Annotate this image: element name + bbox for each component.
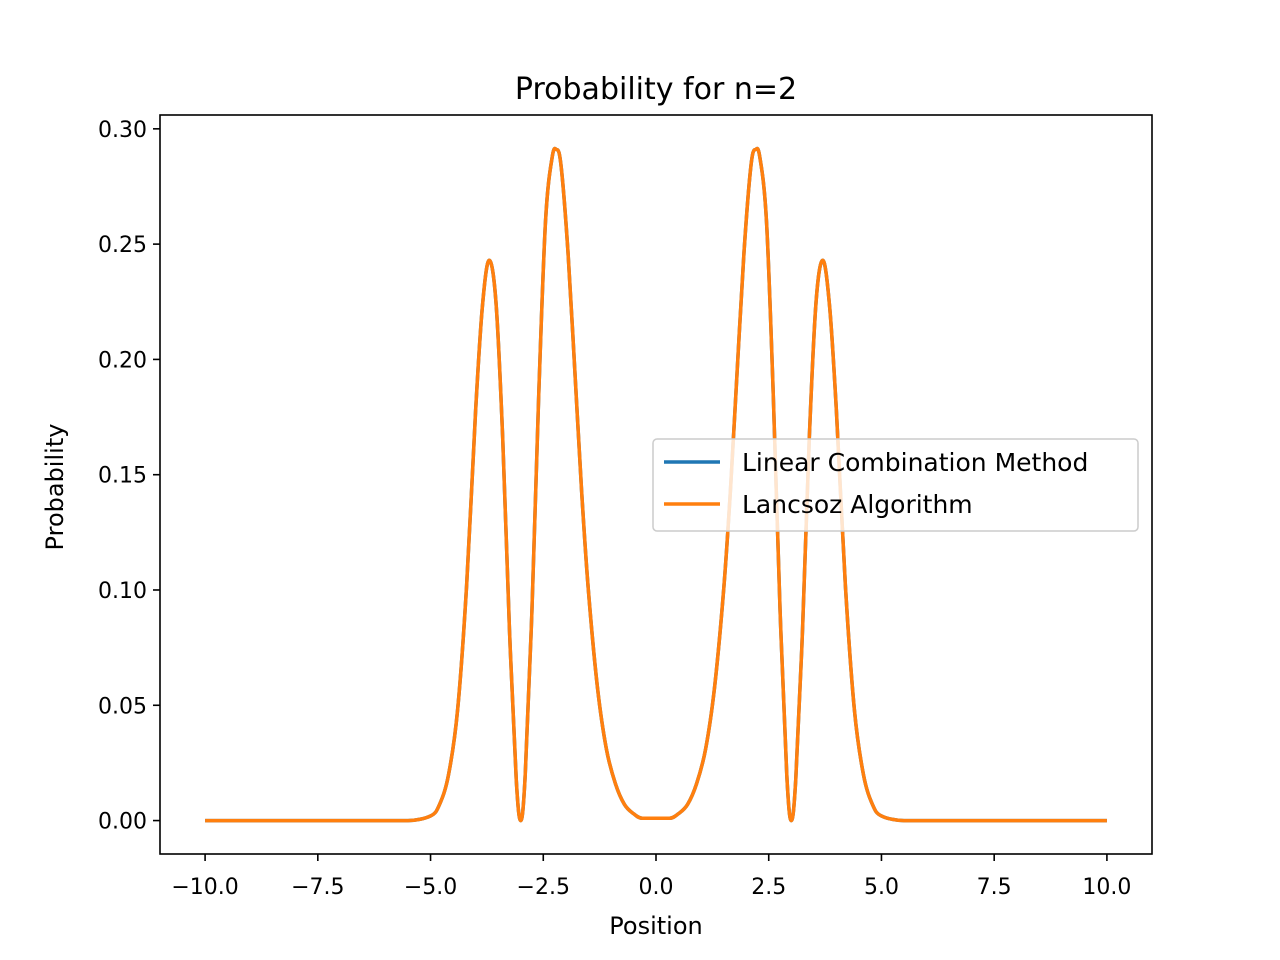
x-tick-label: −5.0 [404, 875, 457, 900]
legend-label-lancsoz: Lancsoz Algorithm [742, 490, 973, 519]
x-tick-label: 10.0 [1082, 875, 1131, 900]
series-layer [205, 146, 1107, 823]
y-tick-label: 0.25 [98, 233, 147, 258]
chart-title: Probability for n=2 [515, 72, 797, 107]
y-axis: 0.00 0.05 0.10 0.15 0.20 0.25 0.30 [98, 118, 160, 835]
y-tick-label: 0.00 [98, 810, 147, 835]
x-tick-label: −10.0 [171, 875, 238, 900]
y-tick-label: 0.30 [98, 118, 147, 143]
x-tick-label: 7.5 [977, 875, 1012, 900]
x-tick-label: −2.5 [517, 875, 570, 900]
legend-box [652, 438, 1139, 532]
x-tick-label: −7.5 [291, 875, 344, 900]
y-tick-label: 0.15 [98, 464, 147, 489]
y-axis-label: Probability [41, 424, 69, 551]
legend-label-linear-combination: Linear Combination Method [742, 448, 1088, 477]
y-tick-label: 0.05 [98, 694, 147, 719]
x-axis: −10.0 −7.5 −5.0 −2.5 0.0 2.5 5.0 7.5 10.0 [171, 854, 1131, 900]
x-tick-label: 2.5 [751, 875, 786, 900]
y-tick-label: 0.10 [98, 579, 147, 604]
x-axis-label: Position [609, 912, 702, 940]
x-tick-label: 0.0 [639, 875, 674, 900]
legend: Linear Combination Method Lancsoz Algori… [652, 438, 1139, 532]
y-tick-label: 0.20 [98, 348, 147, 373]
series-line-1 [205, 146, 1107, 823]
x-tick-label: 5.0 [864, 875, 899, 900]
